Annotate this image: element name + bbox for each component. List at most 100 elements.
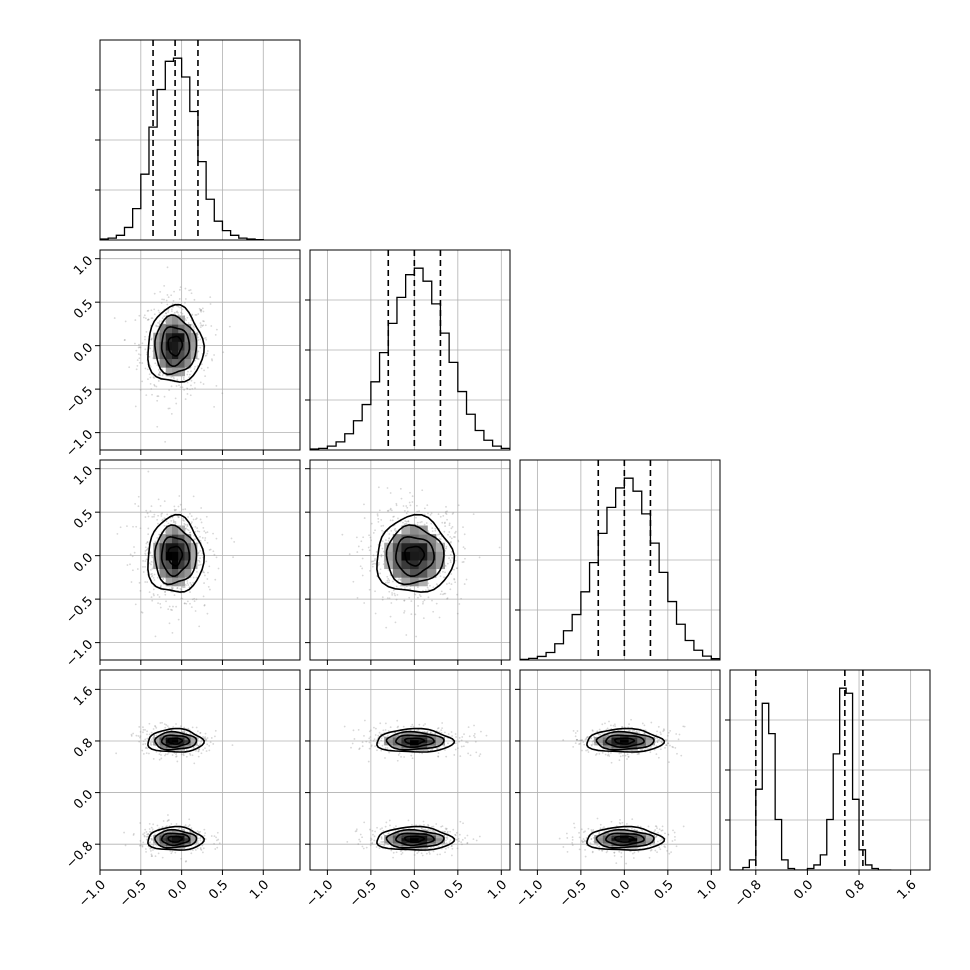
scatter-point	[630, 718, 632, 721]
scatter-point	[376, 749, 378, 752]
scatter-point	[199, 309, 202, 312]
scatter-point	[190, 827, 193, 830]
scatter-point	[192, 581, 195, 584]
scatter-point	[572, 745, 575, 748]
scatter-point	[197, 350, 200, 353]
scatter-point	[204, 737, 207, 740]
scatter-point	[155, 325, 158, 328]
scatter-point	[395, 825, 397, 828]
scatter-point	[210, 835, 213, 837]
scatter-point	[441, 825, 444, 828]
scatter-point	[200, 309, 203, 312]
scatter-point	[448, 841, 451, 843]
scatter-point	[566, 850, 569, 853]
scatter-point	[442, 514, 445, 517]
scatter-point	[144, 338, 146, 341]
scatter-point	[372, 739, 375, 742]
scatter-point	[449, 553, 452, 556]
y-tick-label: 0.8	[71, 736, 96, 761]
scatter-point	[458, 736, 461, 739]
scatter-point	[137, 505, 140, 508]
scatter-point	[406, 510, 409, 513]
scatter-point	[386, 509, 389, 512]
scatter-point	[368, 741, 371, 744]
scatter-point	[202, 320, 204, 322]
density-cell	[392, 551, 402, 561]
scatter-point	[151, 572, 153, 575]
scatter-point	[154, 725, 156, 727]
scatter-point	[138, 581, 141, 584]
scatter-point	[627, 756, 630, 758]
scatter-point	[157, 321, 159, 324]
scatter-point	[179, 587, 182, 590]
scatter-point	[190, 852, 193, 855]
scatter-point	[168, 605, 171, 608]
scatter-point	[203, 604, 206, 607]
scatter-point	[178, 495, 181, 497]
scatter-point	[632, 852, 634, 855]
scatter-point	[208, 549, 211, 551]
scatter-point	[180, 311, 182, 314]
scatter-point	[444, 851, 446, 854]
density-cell	[159, 358, 167, 368]
scatter-point	[155, 734, 158, 737]
scatter-point	[164, 754, 166, 757]
scatter-point	[147, 470, 150, 473]
scatter-point	[186, 600, 189, 603]
scatter-point	[194, 525, 197, 528]
scatter-point	[373, 839, 376, 842]
scatter-point	[444, 827, 447, 830]
scatter-point	[187, 825, 190, 828]
scatter-point	[184, 287, 187, 290]
scatter-point	[449, 559, 452, 562]
scatter-point	[437, 752, 440, 755]
scatter-point	[663, 729, 666, 732]
scatter-point	[423, 523, 426, 526]
scatter-point	[189, 602, 191, 605]
scatter-point	[668, 761, 670, 763]
density-cell	[392, 568, 402, 578]
scatter-point	[368, 588, 371, 591]
scatter-point	[453, 568, 455, 571]
scatter-point	[625, 862, 628, 865]
scatter-point	[438, 616, 441, 619]
scatter-point	[459, 820, 462, 823]
scatter-point	[159, 504, 162, 507]
density-cell	[165, 332, 173, 342]
scatter-point	[205, 354, 208, 357]
scatter-point	[374, 612, 377, 615]
scatter-point	[377, 734, 380, 737]
scatter-point	[213, 835, 216, 838]
scatter-point	[190, 292, 193, 295]
scatter-point	[373, 726, 375, 729]
scatter-point	[189, 512, 191, 515]
scatter-point	[175, 753, 177, 756]
scatter-point	[156, 537, 159, 539]
scatter-point	[165, 299, 168, 302]
scatter-point	[174, 851, 177, 854]
scatter-point	[458, 603, 461, 605]
scatter-point	[136, 568, 139, 570]
scatter-point	[587, 751, 590, 753]
scatter-point	[389, 492, 392, 494]
scatter-point	[384, 729, 387, 731]
scatter-point	[150, 853, 153, 856]
scatter-point	[158, 596, 161, 598]
scatter-point	[202, 571, 205, 574]
y-tick-label: 0.0	[71, 340, 96, 365]
scatter-point	[444, 571, 446, 574]
scatter-point	[172, 521, 175, 524]
scatter-point	[576, 730, 579, 732]
scatter-point	[666, 849, 669, 852]
scatter-point	[196, 527, 199, 529]
scatter-point	[374, 830, 377, 833]
scatter-point	[407, 520, 410, 523]
scatter-point	[590, 838, 593, 841]
scatter-point	[586, 749, 589, 751]
scatter-point	[465, 578, 468, 581]
scatter-point	[137, 346, 140, 349]
scatter-point	[185, 755, 188, 758]
scatter-point	[170, 608, 172, 611]
scatter-point	[199, 535, 201, 538]
scatter-point	[439, 515, 442, 518]
